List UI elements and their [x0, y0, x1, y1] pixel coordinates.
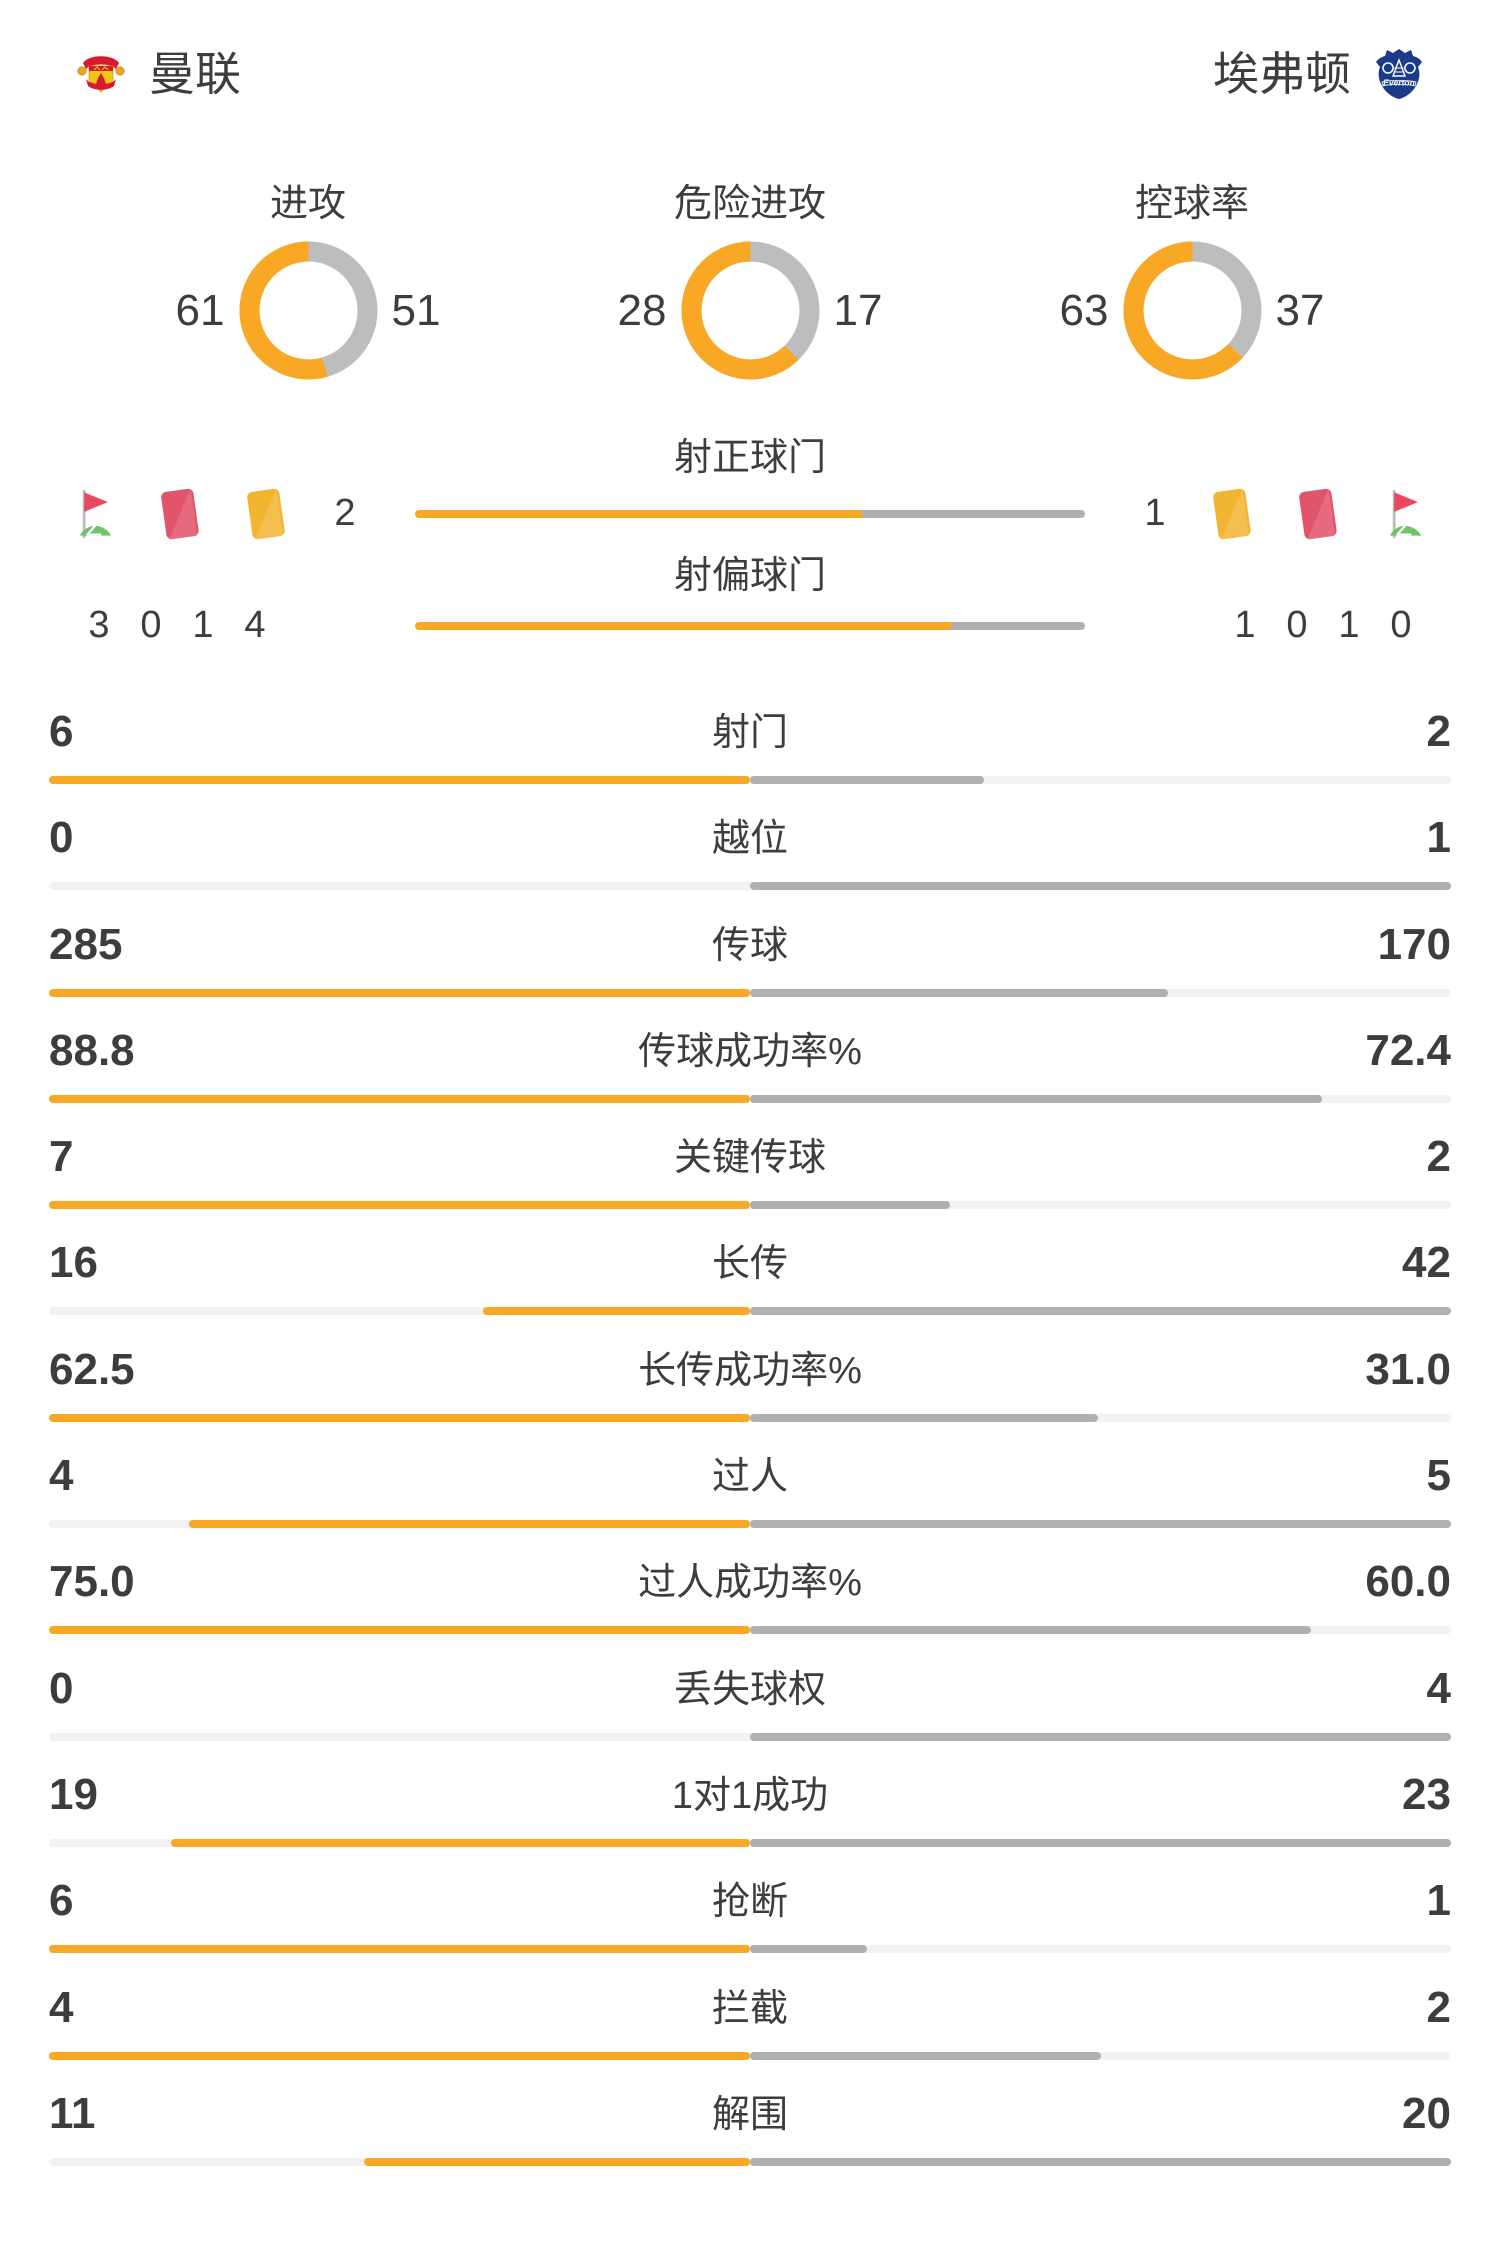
- svg-text:Everton: Everton: [1383, 78, 1415, 88]
